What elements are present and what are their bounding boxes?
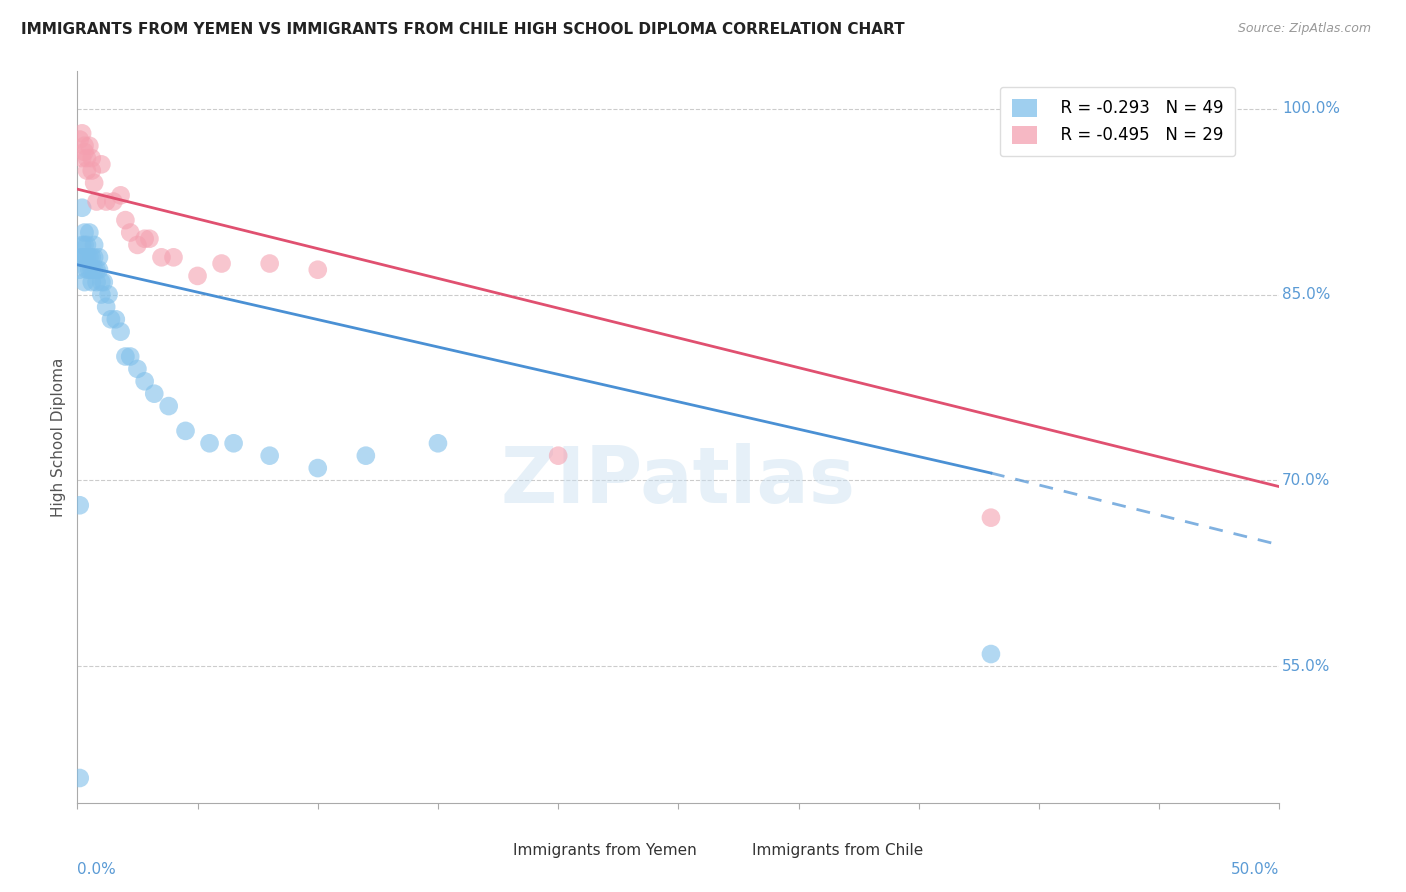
Point bbox=[114, 213, 136, 227]
Point bbox=[96, 194, 118, 209]
Text: 85.0%: 85.0% bbox=[1282, 287, 1330, 302]
Point bbox=[103, 194, 125, 209]
Point bbox=[138, 232, 160, 246]
Text: 70.0%: 70.0% bbox=[1282, 473, 1330, 488]
Point bbox=[86, 194, 108, 209]
Point bbox=[70, 126, 93, 140]
Point bbox=[69, 771, 91, 785]
Text: 100.0%: 100.0% bbox=[1282, 101, 1340, 116]
Point bbox=[162, 250, 184, 264]
Point bbox=[980, 510, 1002, 524]
Text: Source: ZipAtlas.com: Source: ZipAtlas.com bbox=[1237, 22, 1371, 36]
Point bbox=[96, 300, 118, 314]
Point bbox=[73, 250, 96, 264]
Point bbox=[222, 436, 245, 450]
Point bbox=[143, 386, 166, 401]
Text: Immigrants from Yemen: Immigrants from Yemen bbox=[513, 843, 697, 857]
Point bbox=[90, 287, 112, 301]
Text: 0.0%: 0.0% bbox=[77, 863, 117, 878]
Point bbox=[79, 138, 101, 153]
Text: IMMIGRANTS FROM YEMEN VS IMMIGRANTS FROM CHILE HIGH SCHOOL DIPLOMA CORRELATION C: IMMIGRANTS FROM YEMEN VS IMMIGRANTS FROM… bbox=[21, 22, 904, 37]
Point bbox=[354, 449, 377, 463]
Point bbox=[110, 188, 132, 202]
Point bbox=[307, 262, 329, 277]
Point bbox=[73, 145, 96, 159]
Point bbox=[87, 262, 110, 277]
Point bbox=[69, 262, 91, 277]
Point bbox=[73, 275, 96, 289]
Point bbox=[79, 262, 101, 277]
Point bbox=[259, 256, 281, 270]
Text: 50.0%: 50.0% bbox=[1232, 863, 1279, 878]
Point bbox=[79, 250, 101, 264]
Point bbox=[70, 250, 93, 264]
Point bbox=[83, 250, 105, 264]
Point bbox=[97, 287, 120, 301]
Point bbox=[83, 262, 105, 277]
Point bbox=[186, 268, 209, 283]
Point bbox=[427, 436, 450, 450]
Point bbox=[69, 498, 91, 512]
Point bbox=[198, 436, 221, 450]
Point bbox=[73, 238, 96, 252]
Point bbox=[134, 374, 156, 388]
Point bbox=[80, 250, 103, 264]
Point bbox=[127, 362, 149, 376]
Point bbox=[90, 275, 112, 289]
Point bbox=[73, 226, 96, 240]
Point bbox=[134, 232, 156, 246]
Point bbox=[120, 226, 142, 240]
Point bbox=[70, 201, 93, 215]
Point bbox=[69, 250, 91, 264]
Point bbox=[73, 138, 96, 153]
Point bbox=[157, 399, 180, 413]
Text: Immigrants from Chile: Immigrants from Chile bbox=[752, 843, 924, 857]
Point bbox=[100, 312, 122, 326]
Point bbox=[211, 256, 233, 270]
Point bbox=[307, 461, 329, 475]
Point bbox=[76, 238, 98, 252]
Point bbox=[87, 250, 110, 264]
Point bbox=[93, 275, 115, 289]
Text: ZIPatlas: ZIPatlas bbox=[501, 443, 856, 519]
Point bbox=[76, 250, 98, 264]
Point bbox=[150, 250, 173, 264]
Point bbox=[86, 275, 108, 289]
Point bbox=[76, 163, 98, 178]
Point bbox=[980, 647, 1002, 661]
Point bbox=[70, 238, 93, 252]
Point bbox=[80, 163, 103, 178]
Y-axis label: High School Diploma: High School Diploma bbox=[51, 358, 66, 516]
Point bbox=[70, 151, 93, 165]
Point bbox=[83, 238, 105, 252]
Point bbox=[120, 350, 142, 364]
Point bbox=[127, 238, 149, 252]
Point bbox=[110, 325, 132, 339]
Point bbox=[259, 449, 281, 463]
Point bbox=[86, 262, 108, 277]
Point bbox=[547, 449, 569, 463]
Point bbox=[76, 262, 98, 277]
Point bbox=[79, 226, 101, 240]
Legend:   R = -0.293   N = 49,   R = -0.495   N = 29: R = -0.293 N = 49, R = -0.495 N = 29 bbox=[1000, 87, 1234, 156]
Point bbox=[69, 132, 91, 146]
Point bbox=[76, 151, 98, 165]
Point bbox=[174, 424, 197, 438]
Point bbox=[90, 157, 112, 171]
Point bbox=[80, 151, 103, 165]
Point bbox=[104, 312, 127, 326]
Point bbox=[83, 176, 105, 190]
Point bbox=[80, 262, 103, 277]
Point bbox=[114, 350, 136, 364]
Point bbox=[80, 275, 103, 289]
Text: 55.0%: 55.0% bbox=[1282, 659, 1330, 674]
